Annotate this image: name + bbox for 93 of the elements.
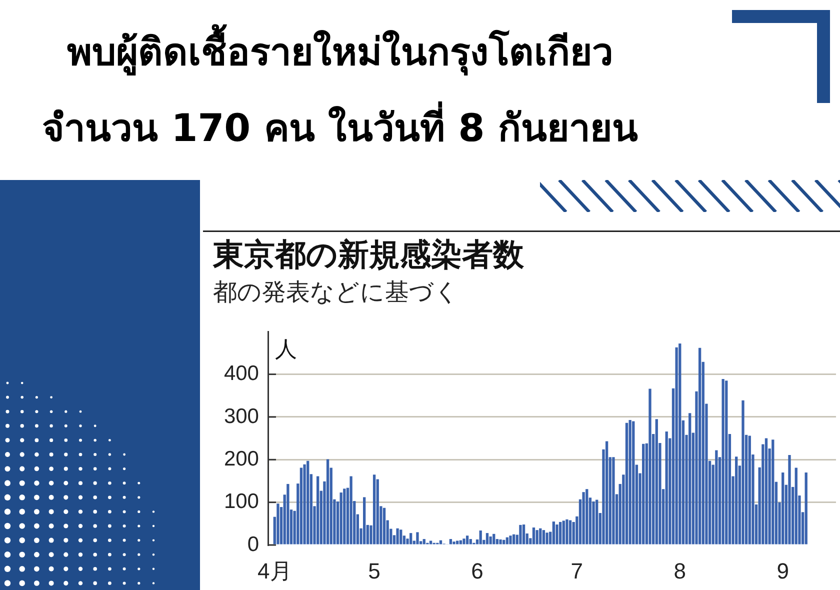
bar	[612, 457, 615, 544]
bar	[316, 476, 320, 544]
bar	[343, 488, 346, 544]
bar	[350, 476, 352, 544]
bar	[715, 450, 718, 544]
bar	[276, 504, 280, 544]
bar	[286, 484, 290, 544]
bar	[665, 431, 668, 544]
bar	[429, 540, 432, 544]
bar	[449, 539, 452, 544]
x-tick-label: 6	[471, 558, 484, 584]
bar	[698, 348, 702, 544]
bar	[422, 539, 426, 544]
bar	[303, 464, 306, 544]
bar	[586, 489, 588, 544]
bar	[300, 468, 303, 544]
bar	[489, 536, 492, 544]
x-tick-label: 8	[674, 558, 686, 584]
x-tick-label: 4月	[258, 558, 292, 584]
bar	[363, 497, 366, 544]
bar	[542, 530, 546, 544]
bar	[675, 347, 678, 544]
bar	[558, 522, 562, 544]
bar	[788, 454, 791, 544]
chart-subtitle: 東京都の新規感染者数	[213, 237, 524, 273]
bar	[469, 539, 472, 544]
bar	[519, 524, 522, 544]
bar	[582, 492, 585, 544]
bar	[396, 528, 399, 544]
bar	[502, 540, 506, 544]
bar	[522, 524, 526, 544]
bar	[499, 539, 502, 544]
bar	[452, 542, 456, 544]
bar	[512, 534, 516, 544]
bar	[400, 530, 402, 544]
chart-title: พบผู้ติดเชื้อรายใหม่ในกรุงโตเกียว จำนวน 170 คน ในวันที่ 8 กันยายน	[41, 23, 639, 152]
bar	[764, 438, 768, 544]
bar	[772, 440, 774, 544]
bar	[562, 520, 565, 544]
bar	[506, 537, 508, 544]
bar	[382, 508, 386, 544]
bar	[632, 421, 635, 544]
bar	[742, 400, 744, 544]
bar	[372, 474, 376, 544]
bar	[722, 378, 724, 544]
bar	[410, 533, 412, 544]
bar	[592, 501, 595, 544]
y-tick-label: 100	[224, 490, 259, 514]
bar	[539, 528, 542, 544]
bar	[782, 472, 784, 544]
bar	[546, 532, 548, 544]
bar	[486, 533, 489, 544]
bar	[326, 459, 330, 544]
bar	[625, 422, 628, 544]
y-tick-label: 400	[224, 362, 259, 386]
bar	[605, 441, 608, 544]
bar	[492, 534, 496, 544]
bar	[456, 540, 459, 544]
x-tick-label: 9	[776, 558, 789, 584]
bar	[568, 520, 572, 544]
y-tick-label: 300	[224, 404, 259, 428]
bar	[678, 344, 682, 544]
bar	[439, 540, 442, 544]
bar	[509, 536, 512, 544]
bar	[655, 419, 658, 544]
bar	[466, 536, 469, 544]
y-tick-label: 200	[224, 447, 259, 470]
bar	[340, 492, 342, 544]
bar	[748, 436, 751, 544]
x-tick-label: 5	[368, 558, 380, 584]
bar	[566, 519, 568, 544]
bar	[596, 500, 598, 544]
bar	[532, 528, 536, 544]
bar	[462, 538, 466, 544]
y-axis-title: 人	[275, 336, 297, 362]
bar	[642, 444, 645, 544]
bar	[556, 524, 558, 544]
text: 都の発表などに基づく	[213, 278, 459, 306]
bar	[804, 472, 808, 544]
bar	[628, 420, 632, 544]
bar	[688, 413, 692, 544]
bar	[459, 540, 462, 544]
bar	[648, 388, 652, 544]
bar	[306, 460, 310, 544]
bar	[552, 522, 555, 544]
bar	[479, 530, 482, 544]
bar	[735, 456, 738, 544]
bar	[416, 532, 419, 544]
bar	[725, 380, 728, 544]
bar	[794, 468, 798, 544]
y-tick-label: 0	[247, 532, 259, 556]
bar	[536, 530, 538, 544]
x-tick-label: 7	[570, 558, 584, 584]
